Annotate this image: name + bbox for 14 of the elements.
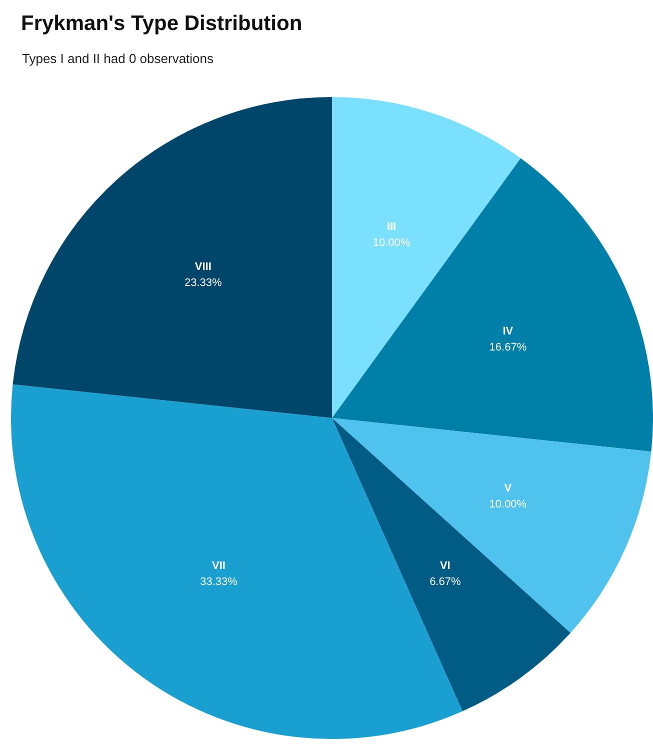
slice-label: III: [386, 220, 396, 233]
data-label: 33.33%: [200, 576, 238, 588]
data-label: 6.67%: [430, 576, 461, 588]
data-label: 10.00%: [489, 498, 527, 510]
data-label: 16.67%: [489, 342, 527, 354]
slice-label: V: [504, 482, 512, 494]
slice-label: VIII: [194, 260, 212, 273]
chart-title: Frykman's Type Distribution: [21, 12, 302, 36]
chart-subtitle: Types I and II had 0 observations: [22, 51, 214, 66]
data-label: 10.00%: [372, 236, 410, 249]
slice-label: VII: [212, 560, 226, 572]
slice-label: VI: [440, 560, 450, 572]
data-label: 23.33%: [184, 276, 222, 289]
slice-label: IV: [502, 326, 514, 338]
